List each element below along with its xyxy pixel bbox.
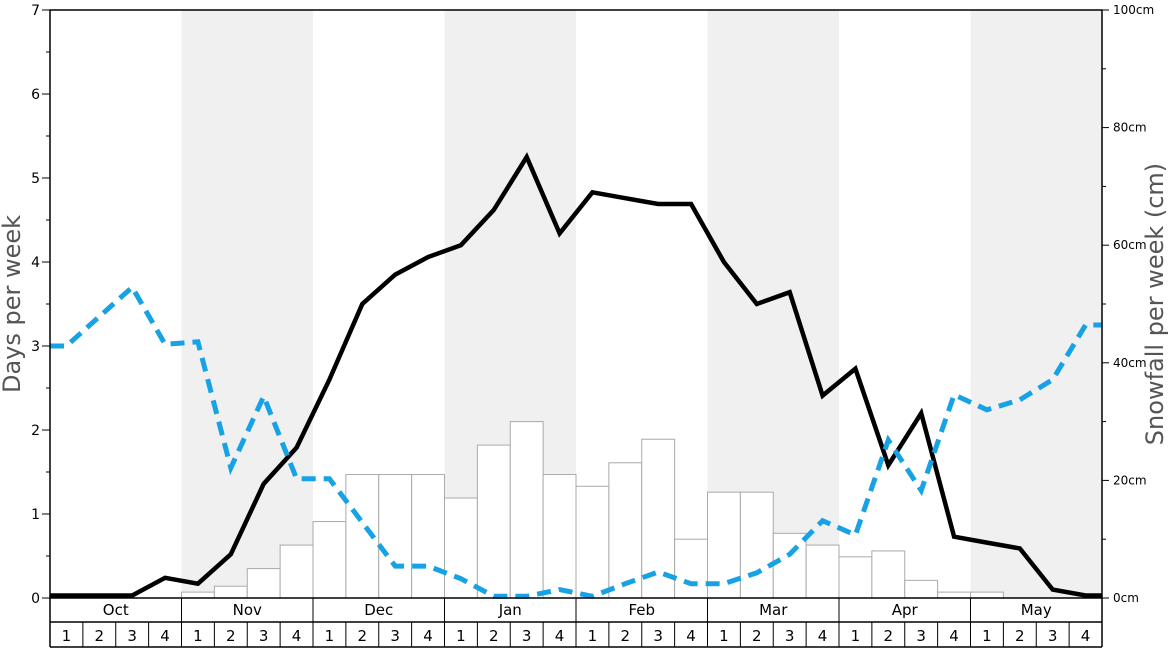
right-tick-label: 0cm	[1113, 591, 1139, 605]
week-label: 2	[226, 627, 236, 645]
snowfall-bar	[542, 474, 577, 599]
snowfall-bar	[772, 532, 807, 599]
snowfall-bar	[279, 544, 314, 599]
week-label: 4	[949, 627, 959, 645]
month-label: Apr	[892, 601, 919, 619]
x-axis: Oct 1 2 3 4 Nov 1 2 3 4 Dec 1 2 3 4 Jan 1 2 3 4 Feb 1 2 3 4 Mar 1 2…	[49, 598, 1103, 648]
week-label: 1	[588, 627, 598, 645]
snowfall-bar	[378, 474, 413, 599]
snowfall-bar	[181, 591, 215, 599]
week-label: 2	[621, 627, 631, 645]
week-label: 3	[785, 627, 795, 645]
week-label: 4	[292, 627, 302, 645]
left-axis: 0 1 2 3 4 5 6 7	[31, 3, 50, 607]
snowfall-bar	[970, 591, 1004, 599]
snowfall-bar	[575, 485, 610, 599]
week-label: 3	[1048, 627, 1058, 645]
snowfall-bar	[674, 538, 708, 599]
dashed-series-line	[50, 283, 1102, 599]
left-tick-label: 0	[31, 591, 40, 607]
snowfall-bar	[213, 585, 248, 599]
month-label: Dec	[364, 601, 393, 619]
month-label: Jan	[498, 601, 522, 619]
right-tick-label: 80cm	[1113, 121, 1147, 135]
left-tick-label: 6	[31, 87, 40, 103]
snowfall-bar	[937, 591, 971, 599]
week-label: 3	[916, 627, 926, 645]
week-label: 3	[522, 627, 532, 645]
right-axis-label: Snowfall per week (cm)	[1141, 163, 1168, 445]
week-label: 4	[160, 627, 170, 645]
month-shading	[181, 10, 1102, 598]
week-label: 1	[62, 627, 72, 645]
month-shade	[970, 10, 1102, 598]
week-label: 3	[259, 627, 269, 645]
left-tick-label: 1	[31, 507, 40, 523]
left-tick-label: 2	[31, 423, 40, 439]
week-label: 4	[555, 627, 565, 645]
week-label: 3	[127, 627, 137, 645]
week-label: 4	[686, 627, 696, 645]
week-label: 1	[456, 627, 466, 645]
snowfall-bar	[411, 474, 445, 599]
left-tick-label: 4	[31, 255, 40, 271]
week-label: 1	[719, 627, 729, 645]
week-label: 2	[1015, 627, 1025, 645]
week-label: 2	[358, 627, 368, 645]
week-label: 1	[851, 627, 861, 645]
month-label: Mar	[759, 601, 788, 619]
solid-series-line	[50, 152, 1102, 598]
week-label: 2	[95, 627, 105, 645]
week-label: 1	[325, 627, 335, 645]
right-tick-label: 40cm	[1113, 356, 1147, 370]
snowfall-bar	[871, 550, 906, 599]
week-label: 1	[982, 627, 992, 645]
right-tick-label: 20cm	[1113, 473, 1147, 487]
left-tick-label: 5	[31, 171, 40, 187]
snowfall-bar	[838, 556, 873, 599]
week-label: 4	[423, 627, 433, 645]
left-tick-label: 7	[31, 3, 40, 19]
snowfall-bar	[608, 462, 643, 599]
month-label: Nov	[233, 601, 262, 619]
right-tick-label: 100cm	[1113, 3, 1154, 17]
week-label: 3	[390, 627, 400, 645]
month-label: Oct	[103, 601, 129, 619]
snowfall-bars	[181, 421, 1004, 599]
day-lines	[50, 152, 1102, 599]
week-label: 4	[818, 627, 828, 645]
snowfall-bar	[641, 438, 676, 599]
left-axis-label: Days per week	[0, 215, 26, 393]
week-label: 2	[752, 627, 762, 645]
week-label: 4	[1081, 627, 1091, 645]
week-label: 3	[653, 627, 663, 645]
snowfall-bar	[509, 421, 544, 599]
snowfall-bar	[904, 579, 939, 599]
snowfall-bar	[476, 444, 511, 599]
week-label: 2	[489, 627, 499, 645]
month-label: Feb	[628, 601, 655, 619]
week-label: 2	[884, 627, 894, 645]
right-tick-label: 60cm	[1113, 238, 1147, 252]
month-label: May	[1021, 601, 1052, 619]
snowfall-bar	[739, 491, 774, 599]
snowfall-bar	[805, 544, 840, 599]
week-label: 1	[193, 627, 203, 645]
snowfall-bar	[444, 497, 478, 599]
snowfall-bar	[246, 568, 281, 599]
month-shade	[181, 10, 313, 598]
snowfall-bar	[312, 521, 347, 599]
right-axis: 0cm 20cm 40cm 60cm 80cm 100cm	[1102, 3, 1154, 605]
left-tick-label: 3	[31, 339, 40, 355]
